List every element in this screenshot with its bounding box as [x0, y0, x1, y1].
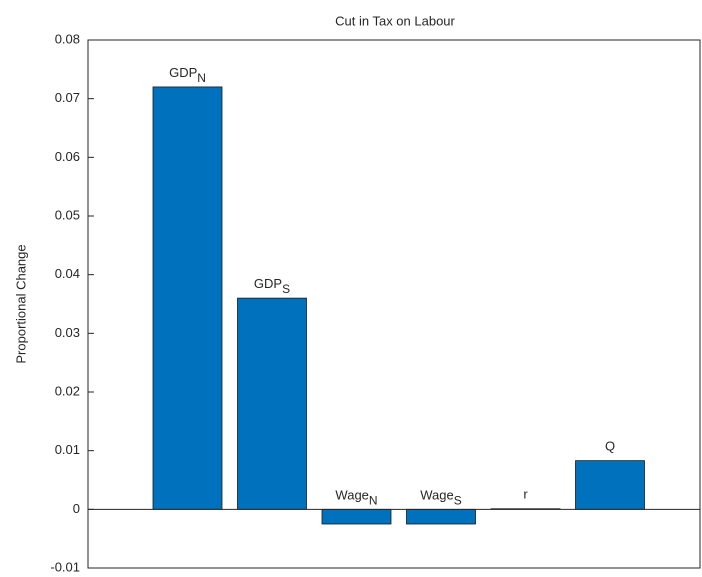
- bar-label: Q: [605, 439, 615, 454]
- y-tick-label: 0.07: [55, 90, 80, 105]
- bar: [321, 508, 392, 525]
- bar-label-subscript: N: [197, 71, 206, 85]
- bar-label-text: Wage: [420, 487, 453, 502]
- bar-label-text: r: [523, 487, 528, 502]
- bar-label: WageN: [335, 487, 377, 507]
- bar: [152, 86, 223, 510]
- y-axis-label: Proportional Change: [13, 244, 28, 363]
- bar-label: r: [523, 487, 528, 502]
- bar: [406, 508, 476, 525]
- y-tick-label: 0.06: [55, 149, 80, 164]
- y-tick-label: 0.04: [55, 266, 80, 281]
- bar-label-text: GDP: [254, 276, 282, 291]
- bar-label-text: Wage: [335, 487, 368, 502]
- y-tick-label: 0.02: [55, 383, 80, 398]
- y-tick-label: 0.01: [55, 442, 80, 457]
- bar-label: GDPN: [169, 65, 206, 85]
- bar-label-subscript: N: [369, 493, 378, 507]
- bar-label: WageS: [420, 487, 462, 507]
- bar-label-subscript: S: [282, 282, 290, 296]
- y-tick-label: 0: [73, 501, 80, 516]
- y-tick-label: -0.01: [50, 559, 80, 574]
- bar-label-text: Q: [605, 439, 615, 454]
- bar-label: GDPS: [254, 276, 290, 296]
- bar-label-subscript: S: [454, 493, 462, 507]
- y-tick-label: 0.08: [55, 31, 80, 46]
- y-tick-label: 0.05: [55, 207, 80, 222]
- axes-box: [87, 39, 701, 569]
- chart-title: Cut in Tax on Labour: [335, 13, 455, 28]
- bar-label-text: GDP: [169, 65, 197, 80]
- bar: [575, 460, 645, 510]
- bar: [237, 297, 307, 510]
- y-tick-label: 0.03: [55, 325, 80, 340]
